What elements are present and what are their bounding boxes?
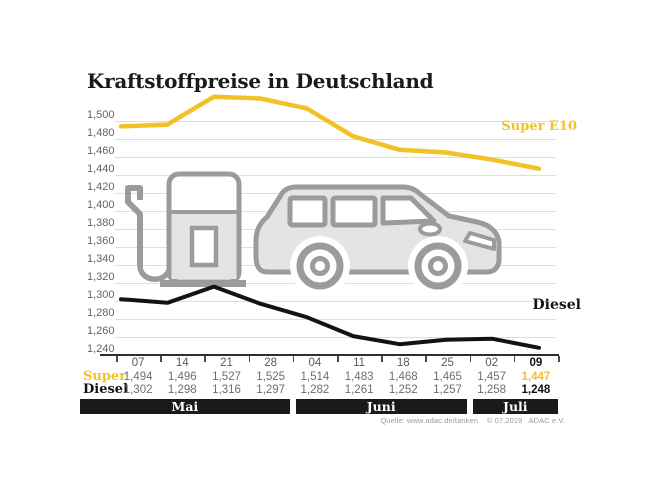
super-price-value: 1,457 — [477, 371, 507, 383]
car-mirror — [418, 221, 442, 237]
x-tick-mark — [116, 356, 118, 362]
super-price-value: 1,468 — [388, 371, 418, 383]
date-label: 14 — [175, 357, 189, 369]
car-middle-window — [330, 195, 378, 228]
diesel-price-value: 1,252 — [388, 384, 418, 396]
diesel-price-value: 1,297 — [256, 384, 286, 396]
date-label: 09 — [529, 357, 543, 369]
super-price-value: 1,494 — [123, 371, 153, 383]
x-tick-mark — [248, 356, 251, 362]
date-label: 28 — [264, 357, 278, 369]
x-tick-mark — [292, 356, 295, 362]
y-tick-label: 1,240 — [87, 343, 115, 355]
super-price-value: 1,514 — [300, 371, 330, 383]
car-front-window — [380, 195, 437, 226]
car-icon — [253, 184, 502, 290]
super-price-value: 1,447 — [521, 371, 551, 383]
gridline — [115, 337, 556, 338]
row-label-super: Super — [83, 369, 127, 384]
diesel-price-value: 1,282 — [300, 384, 330, 396]
date-label: 02 — [485, 357, 499, 369]
x-tick-mark — [337, 356, 339, 362]
gridline — [115, 139, 556, 140]
date-label: 21 — [220, 357, 233, 369]
date-label: 25 — [441, 357, 454, 369]
super-e10-line — [118, 94, 542, 171]
y-tick-label: 1,320 — [87, 271, 115, 283]
x-tick-mark — [558, 356, 560, 362]
super-price-value: 1,465 — [433, 371, 462, 383]
super-price-value: 1,496 — [167, 371, 197, 383]
super-price-value: 1,525 — [256, 371, 286, 383]
x-tick-mark — [204, 356, 206, 362]
x-tick-mark — [381, 356, 383, 362]
month-band-mai: Mai — [80, 399, 290, 414]
month-band-juni: Juni — [295, 399, 467, 414]
gridline — [115, 301, 556, 302]
diesel-price-value: 1,258 — [477, 384, 507, 396]
car-rear-hub — [310, 256, 330, 276]
date-label: 07 — [131, 357, 145, 369]
pump-nozzle — [125, 185, 143, 266]
car-rear-window — [287, 195, 328, 228]
gridline — [115, 175, 556, 176]
gridline — [115, 319, 556, 320]
diesel-price-value: 1,261 — [344, 384, 374, 396]
x-tick-mark — [160, 356, 162, 362]
y-tick-label: 1,300 — [87, 289, 115, 301]
y-tick-label: 1,280 — [87, 307, 115, 319]
super-price-value: 1,483 — [344, 371, 374, 383]
diesel-price-value: 1,298 — [167, 384, 197, 396]
car-front-hub — [428, 256, 448, 276]
x-axis-line — [100, 354, 559, 356]
source-credit: Quelle: www.adac.de/tanken © 07.2019 ADA… — [380, 416, 565, 425]
series-label-diesel: Diesel — [532, 297, 581, 313]
y-tick-label: 1,340 — [87, 253, 115, 265]
diesel-price-value: 1,316 — [212, 384, 241, 396]
pump-screen — [189, 225, 219, 268]
fuel-pump-icon — [125, 171, 246, 287]
diesel-price-value: 1,302 — [123, 384, 153, 396]
diesel-line — [119, 284, 541, 350]
x-tick-mark — [469, 356, 472, 362]
gridline — [115, 121, 556, 122]
date-label: 04 — [308, 357, 322, 369]
date-label: 11 — [353, 357, 366, 369]
y-tick-label: 1,360 — [87, 235, 115, 247]
y-tick-label: 1,480 — [87, 127, 115, 139]
y-tick-label: 1,460 — [87, 145, 115, 157]
car-headlight — [463, 231, 496, 251]
diesel-price-value: 1,248 — [521, 384, 551, 396]
diesel-price-value: 1,257 — [433, 384, 462, 396]
y-tick-label: 1,500 — [87, 109, 115, 121]
x-tick-mark — [513, 356, 516, 362]
y-tick-label: 1,260 — [87, 325, 115, 337]
gridline — [115, 157, 556, 158]
month-band-juli: Juli — [472, 399, 558, 414]
super-price-value: 1,527 — [212, 371, 241, 383]
chart-title: Kraftstoffpreise in Deutschland — [87, 69, 434, 93]
pump-base — [160, 280, 246, 287]
y-tick-label: 1,440 — [87, 163, 115, 175]
y-tick-label: 1,380 — [87, 217, 115, 229]
x-tick-mark — [425, 356, 427, 362]
y-tick-label: 1,400 — [87, 199, 115, 211]
series-label-super-e10: Super E10 — [501, 119, 577, 134]
date-label: 18 — [396, 357, 410, 369]
y-tick-label: 1,420 — [87, 181, 115, 193]
row-label-diesel: Diesel — [83, 382, 129, 397]
